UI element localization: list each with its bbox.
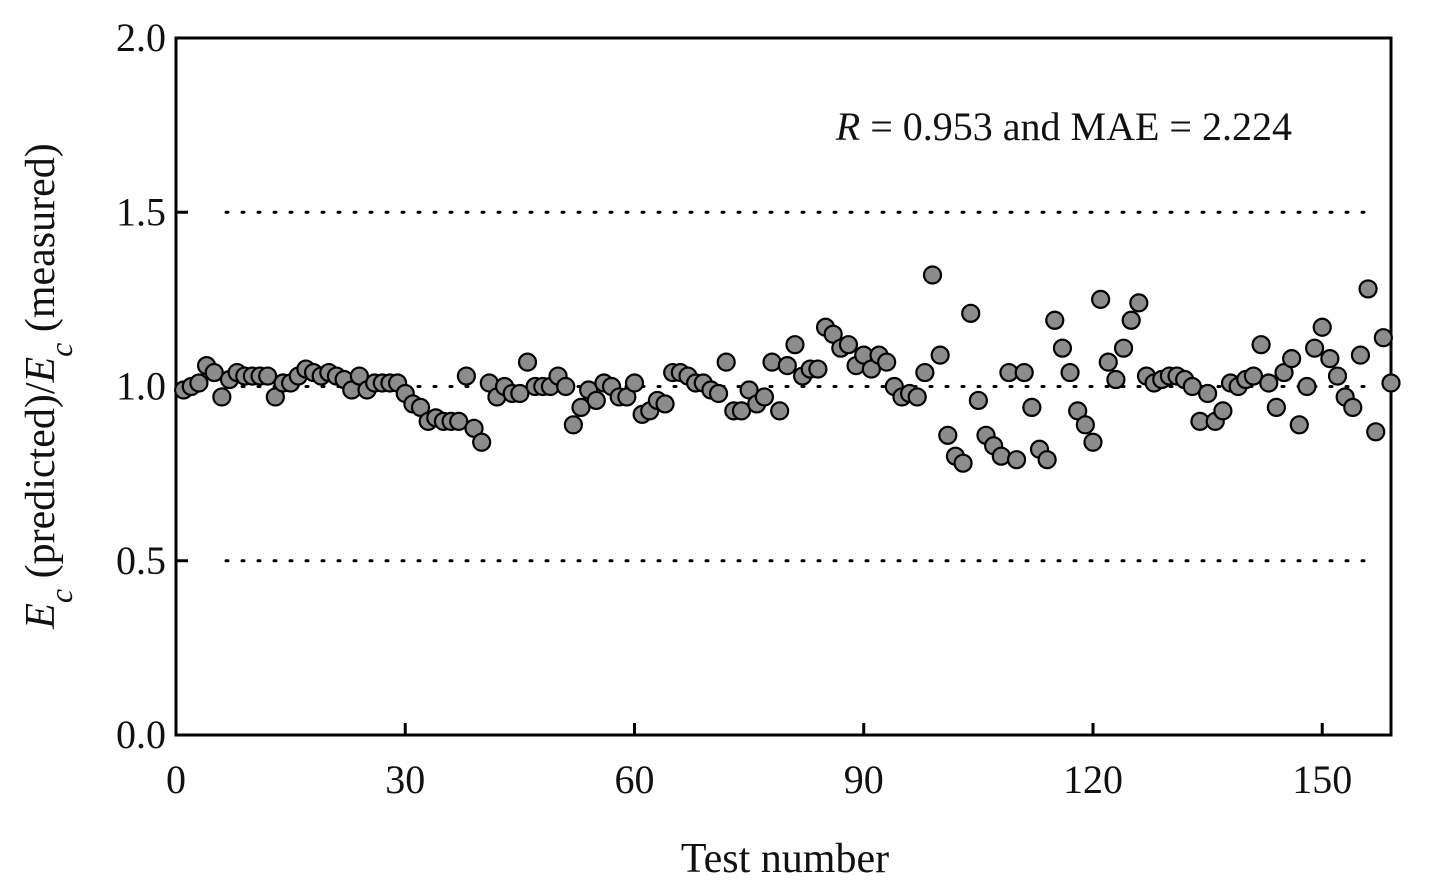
data-point [1297, 376, 1317, 397]
y-tick-label: 0.0 [116, 712, 166, 757]
x-tick-label: 90 [844, 757, 884, 802]
y-axis-title: Ec (predicted)/Ec (measured) [18, 143, 79, 630]
y-axis-title-part: (measured) [18, 143, 64, 342]
y-tick-label: 1.0 [116, 364, 166, 409]
x-tick-label: 30 [385, 757, 425, 802]
data-point [1266, 397, 1286, 418]
y-axis-title-part: E [18, 357, 64, 384]
data-point [877, 352, 897, 372]
data-point [1381, 373, 1401, 393]
data-point [510, 383, 530, 404]
x-axis-title: Test number [681, 836, 889, 882]
data-point [212, 387, 232, 407]
data-point [708, 383, 729, 404]
data-point [189, 373, 209, 393]
data-point [556, 376, 576, 397]
data-point [1312, 317, 1332, 337]
data-point [1052, 338, 1073, 358]
x-tick-label: 120 [1063, 757, 1123, 802]
data-point [938, 425, 958, 445]
data-point [456, 366, 476, 386]
data-point [731, 401, 752, 421]
data-point [449, 411, 469, 431]
data-point [770, 401, 790, 421]
data-point [1282, 349, 1302, 369]
data-point [624, 373, 645, 393]
data-point [953, 453, 973, 473]
data-point [258, 366, 278, 386]
data-point [1182, 376, 1202, 397]
data-point [1083, 432, 1103, 452]
y-axis-title-part: (predicted)/ [18, 382, 64, 589]
data-point [808, 359, 828, 379]
stats-annotation: R = 0.953 and MAE = 2.224 [835, 104, 1292, 149]
y-tick-label: 1.5 [116, 189, 166, 234]
data-point [1045, 310, 1065, 330]
y-axis-title-part: E [18, 603, 64, 630]
data-point [472, 432, 492, 452]
data-point [915, 362, 935, 383]
data-point [1037, 450, 1057, 470]
data-point [1113, 338, 1134, 358]
stats-value: = 0.953 and MAE = 2.224 [860, 104, 1292, 149]
data-point [961, 303, 981, 323]
x-tick-label: 60 [614, 757, 654, 802]
data-point [1022, 397, 1042, 418]
data-point [907, 387, 927, 407]
data-point [762, 352, 782, 372]
data-point [655, 394, 675, 414]
data-point [571, 397, 591, 418]
data-point [716, 352, 736, 372]
data-point [1198, 383, 1218, 404]
data-point [1060, 362, 1080, 383]
data-point [1243, 366, 1264, 386]
data-point [204, 362, 224, 383]
x-axis: 0 30 60 90 120 150 [166, 723, 1352, 802]
data-point [1006, 450, 1027, 470]
data-point [754, 387, 774, 407]
data-point [1289, 415, 1309, 435]
data-point [1373, 328, 1393, 348]
data-point [1343, 397, 1363, 418]
y-tick-label: 0.5 [116, 538, 166, 583]
data-point [777, 355, 797, 376]
data-point [1358, 279, 1378, 299]
data-point [991, 446, 1011, 466]
data-point [1014, 362, 1034, 383]
data-point [1075, 415, 1095, 435]
data-point [1366, 422, 1386, 442]
y-axis-title-part: c [43, 343, 79, 357]
data-point [1129, 293, 1149, 313]
data-point [517, 352, 538, 372]
data-point [1259, 373, 1279, 393]
data-point [1098, 352, 1118, 372]
data-point [785, 335, 805, 355]
data-point [563, 415, 583, 435]
x-tick-label: 0 [166, 757, 186, 802]
x-tick-label: 150 [1292, 757, 1352, 802]
data-point [1320, 349, 1340, 369]
data-point [1304, 338, 1325, 358]
data-point [930, 345, 950, 365]
data-point [838, 335, 859, 355]
data-point [1091, 289, 1111, 309]
data-point [586, 390, 606, 411]
data-point [1350, 345, 1371, 365]
data-point [968, 390, 988, 411]
data-point [1106, 369, 1126, 390]
data-point [922, 265, 943, 285]
y-axis-title-part: c [43, 589, 79, 603]
data-point [1213, 401, 1233, 421]
y-tick-label: 2.0 [116, 15, 166, 60]
data-point [1327, 366, 1348, 386]
data-point [1251, 335, 1271, 355]
data-point [1121, 310, 1141, 330]
data-points [174, 265, 1401, 473]
r-symbol: R [835, 104, 860, 149]
